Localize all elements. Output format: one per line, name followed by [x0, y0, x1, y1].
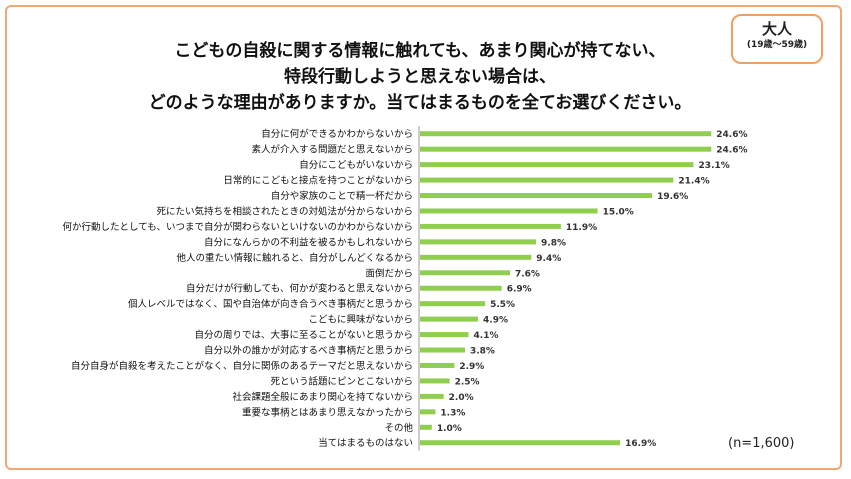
category-label: 当てはまるものはない — [318, 437, 413, 449]
data-label: 19.6% — [657, 192, 688, 202]
data-label: 2.5% — [455, 377, 480, 387]
data-label: 3.8% — [470, 347, 495, 357]
bar — [420, 424, 432, 430]
bar — [420, 362, 455, 368]
data-label: 24.6% — [716, 146, 747, 156]
title-line-2: 特段行動しようと思えない場合は、 — [284, 67, 556, 87]
category-label: 自分以外の誰かが対応するべき事柄だと思うから — [204, 345, 413, 357]
bar — [420, 378, 450, 384]
data-label: 7.6% — [515, 269, 540, 279]
category-label: 個人レベルではなく、国や自治体が向き合うべき事柄だと思うから — [128, 298, 413, 310]
data-label: 21.4% — [678, 177, 709, 187]
category-label: 死という話題にピンとこないから — [270, 375, 413, 387]
bar — [420, 393, 444, 399]
bar — [420, 409, 436, 415]
data-label: 16.9% — [625, 439, 656, 449]
bar — [420, 254, 532, 260]
data-label: 11.9% — [566, 223, 597, 233]
category-label: 自分だけが行動しても、何かが変わると思えないから — [186, 283, 413, 295]
chart-title: こどもの自殺に関する情報に触れても、あまり関心が持てない、 特段行動しようと思え… — [120, 38, 720, 116]
bar — [420, 162, 694, 168]
category-label: その他 — [384, 422, 413, 434]
data-label: 4.1% — [474, 331, 499, 341]
data-label: 9.4% — [536, 254, 561, 264]
data-label: 5.5% — [490, 300, 515, 310]
data-label: 1.0% — [437, 424, 462, 434]
data-label: 4.9% — [483, 316, 508, 326]
category-label: 自分に何ができるかわからないから — [261, 128, 413, 140]
title-line-1: こどもの自殺に関する情報に触れても、あまり関心が持てない、 — [174, 41, 666, 61]
bar — [420, 440, 621, 446]
category-label: 面倒だから — [365, 267, 413, 279]
chart-frame — [5, 5, 842, 470]
category-label: 何か行動したとしても、いつまで自分が関わらないといけないのかわからないから — [63, 221, 413, 233]
category-label: 自分の周りでは、大事に至ることがないと思うから — [194, 329, 413, 341]
category-label: 日常的にこどもと接点を持つことがないから — [223, 175, 413, 187]
bar — [420, 131, 712, 137]
badge-age-range: (19歳〜59歳) — [746, 40, 808, 50]
data-label: 23.1% — [699, 161, 730, 171]
category-label: 自分になんらかの不利益を被るかもしれないから — [204, 236, 413, 248]
badge-label: 大人 — [761, 20, 792, 38]
bar — [420, 146, 712, 152]
data-label: 24.6% — [716, 130, 747, 140]
category-label: 重要な事柄とはあまり思えなかったから — [242, 406, 413, 418]
category-label: こどもに興味がないから — [308, 314, 413, 326]
category-label: 自分や家族のことで精一杯だから — [271, 190, 413, 202]
bar — [420, 332, 469, 338]
category-label: 他人の重たい情報に触れると、自分がしんどくなるから — [176, 252, 413, 264]
category-label: 自分にこどもがいないから — [299, 159, 413, 171]
data-label: 2.0% — [449, 393, 474, 403]
category-label: 死にたい気持ちを相談されたときの対処法が分からないから — [156, 205, 413, 217]
bar — [420, 223, 561, 229]
bar — [420, 177, 674, 183]
data-label: 1.3% — [440, 408, 465, 418]
bar — [420, 285, 502, 291]
sample-size-note: (n=1,600) — [728, 436, 795, 451]
bar — [420, 193, 653, 199]
bar — [420, 347, 465, 353]
bar — [420, 301, 486, 307]
category-label: 社会課題全般にあまり関心を持てないから — [232, 391, 413, 403]
data-label: 6.9% — [507, 285, 532, 295]
data-label: 2.9% — [459, 362, 484, 372]
bar — [420, 270, 510, 276]
bar — [420, 208, 598, 214]
category-label: 素人が介入する問題だと思えないから — [251, 144, 413, 156]
data-label: 9.8% — [541, 238, 566, 248]
data-label: 15.0% — [603, 207, 634, 217]
title-line-3: どのような理由がありますか。当てはまるものを全てお選びください。 — [148, 93, 692, 113]
bar — [420, 316, 479, 322]
category-label: 自分自身が自殺を考えたことがなく、自分に関係のあるテーマだと思えないから — [71, 360, 413, 372]
respondent-badge: 大人 (19歳〜59歳) — [731, 14, 823, 64]
bar — [420, 239, 537, 245]
